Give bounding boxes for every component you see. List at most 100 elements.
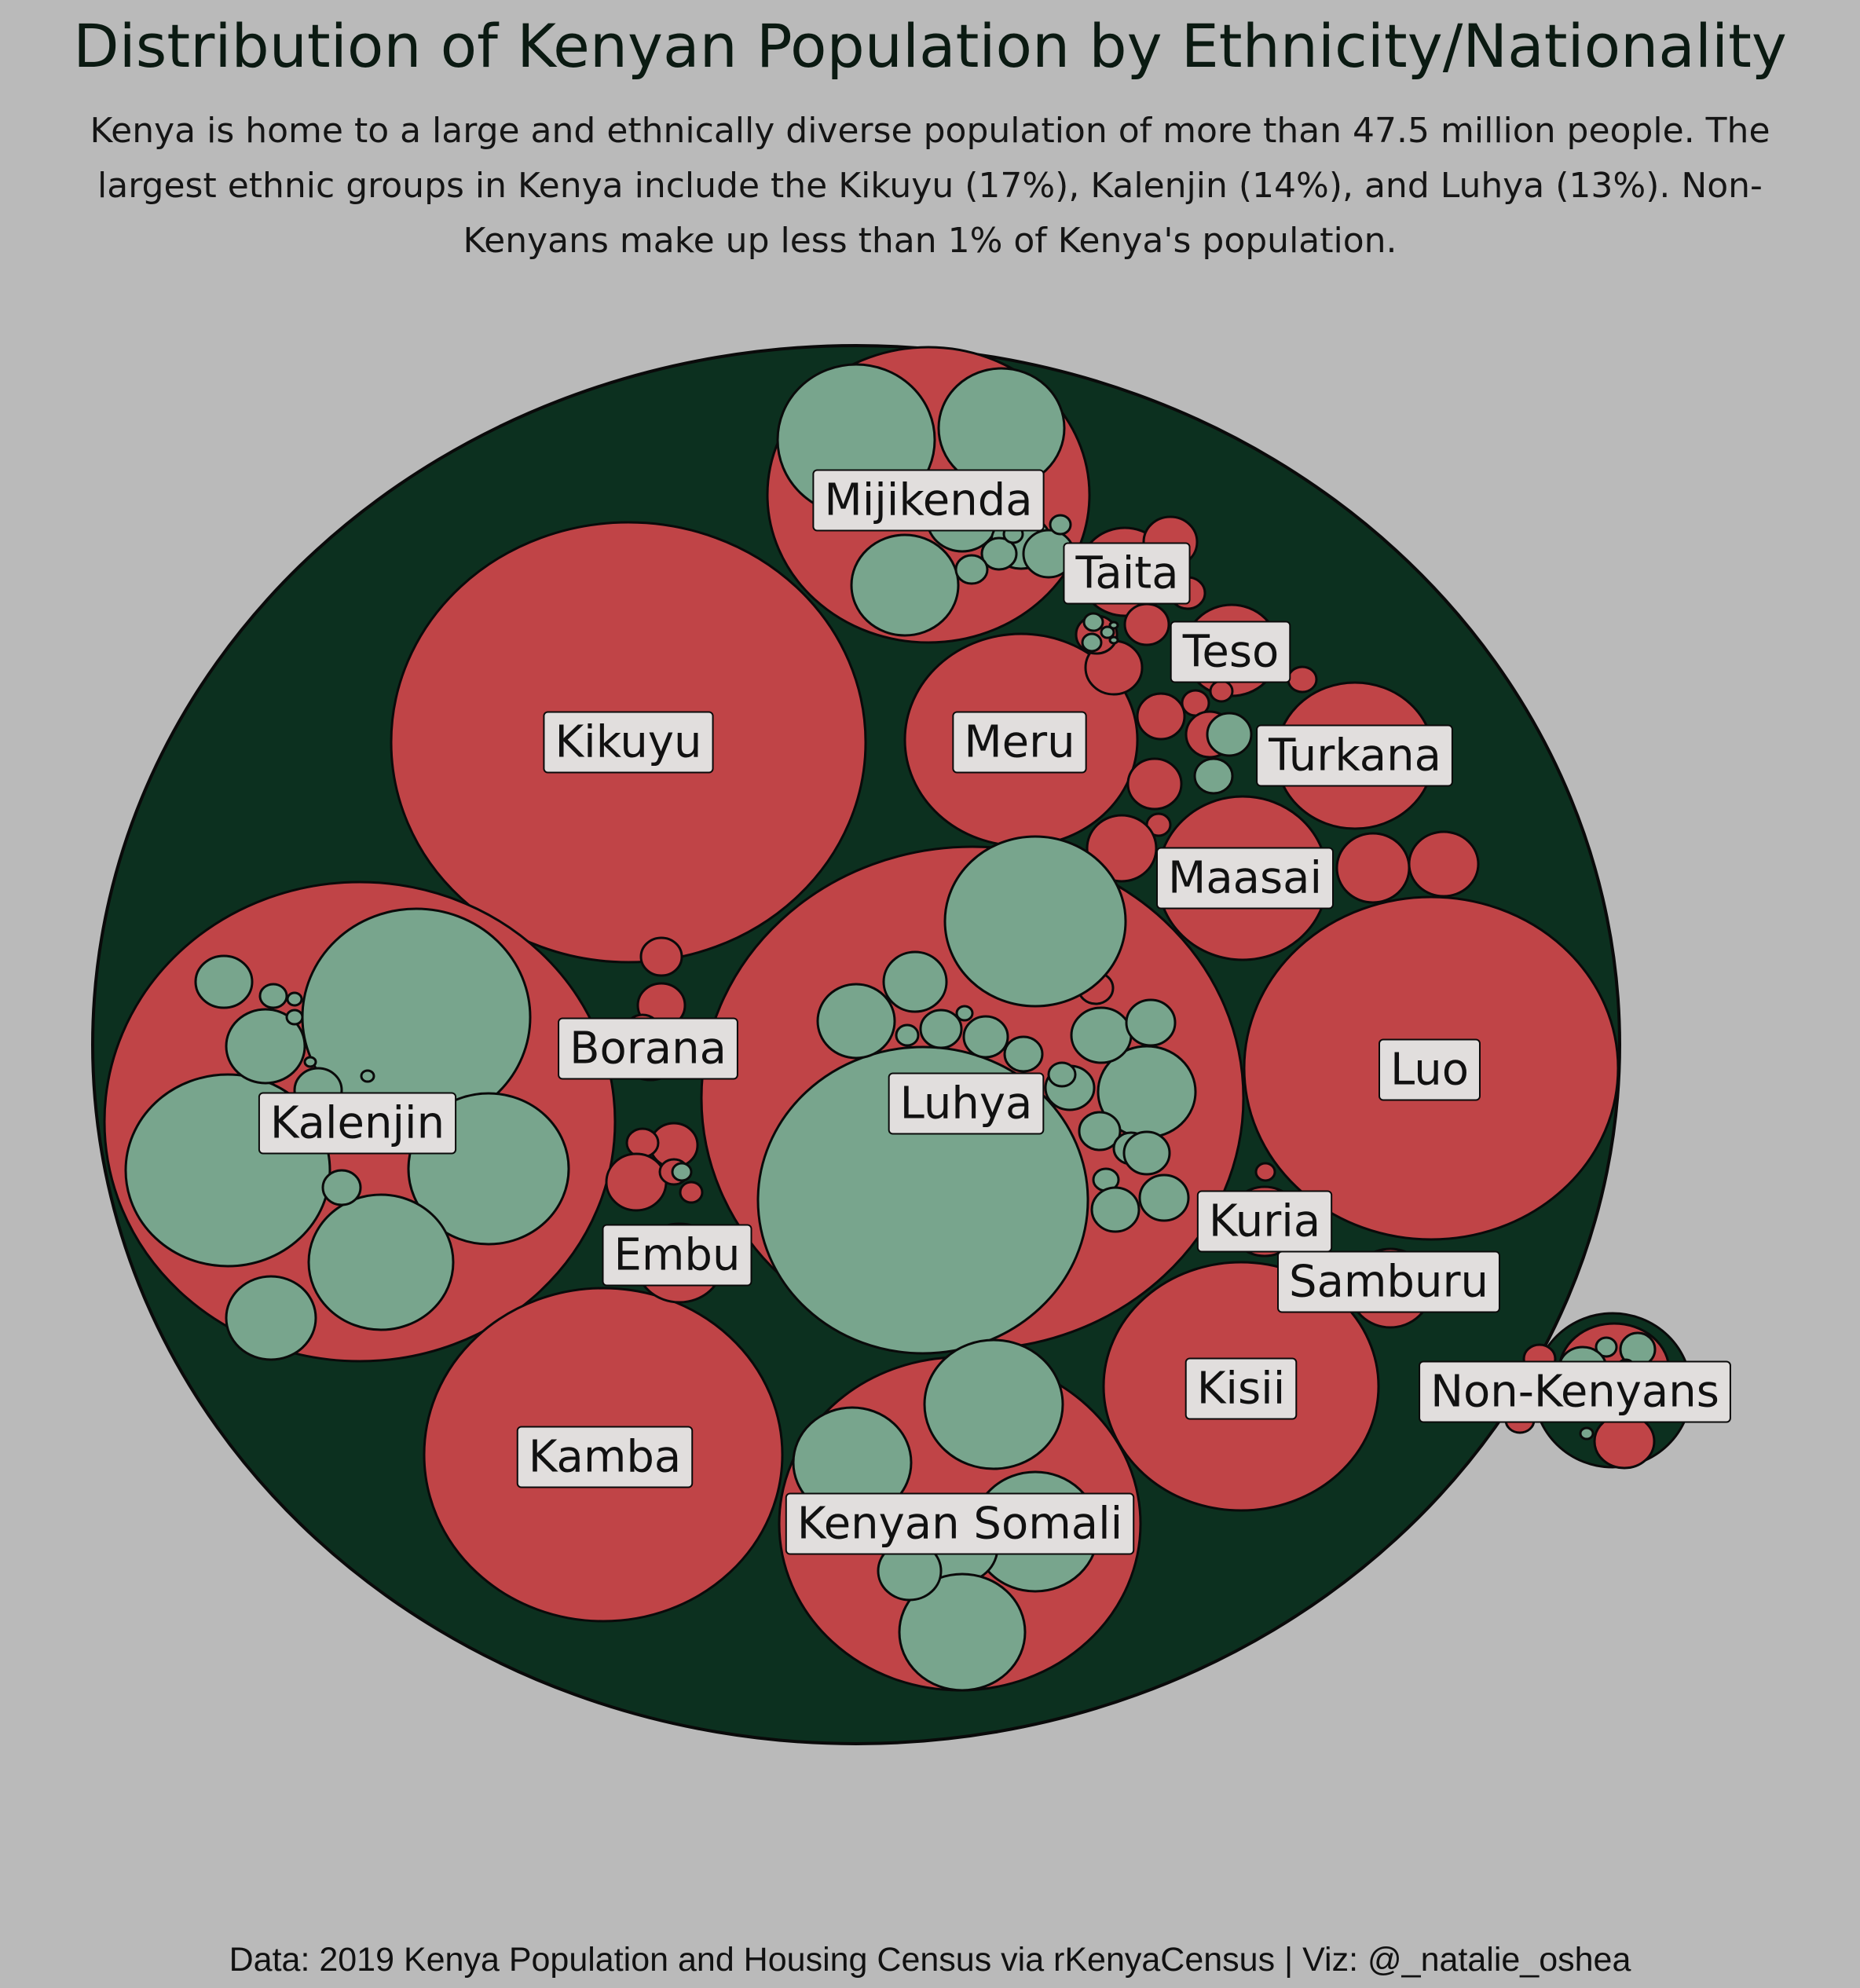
label-box — [258, 1092, 457, 1155]
label-text: Kenyan Somali — [797, 1499, 1122, 1550]
subgroup-circle — [1047, 1061, 1077, 1088]
subgroup-circle — [1003, 1035, 1044, 1073]
label-text: Kikuyu — [555, 717, 701, 768]
label-mijikenda: Mijikenda — [812, 469, 1045, 532]
subgroup-circle — [895, 1023, 920, 1047]
label-box — [812, 469, 1045, 532]
subgroup-circle — [980, 536, 1018, 571]
label-luo: Luo — [1379, 1038, 1481, 1101]
minor-group-circle — [679, 1181, 704, 1204]
label-text: Non-Kenyans — [1430, 1367, 1719, 1418]
minor-group-circle — [639, 936, 683, 977]
label-text: Samburu — [1289, 1257, 1488, 1308]
subgroup-circle — [898, 1572, 1027, 1692]
minor-group-circle — [625, 1127, 660, 1159]
subgroup-circle — [955, 1005, 974, 1022]
subgroup-circle — [360, 1069, 375, 1083]
label-box — [1256, 724, 1453, 787]
minor-group-circle — [1254, 1162, 1276, 1182]
subgroup-circle — [850, 533, 960, 637]
subgroup-circle — [1090, 1186, 1141, 1233]
subgroup-circle — [1206, 712, 1253, 757]
label-box — [1063, 542, 1191, 605]
subgroup-circle — [1070, 1006, 1133, 1064]
label-kuria: Kuria — [1196, 1190, 1333, 1253]
subgroup-circle — [194, 954, 254, 1009]
label-kalenjin: Kalenjin — [258, 1092, 457, 1155]
label-text: Luo — [1390, 1045, 1469, 1096]
label-kenyan-somali: Kenyan Somali — [785, 1492, 1135, 1555]
subgroup-circle — [1081, 632, 1103, 653]
subgroup-circle — [1595, 1336, 1618, 1358]
label-kamba: Kamba — [516, 1426, 694, 1488]
subgroup-circle — [1100, 625, 1115, 639]
label-box — [543, 711, 714, 774]
label-kisii: Kisii — [1184, 1357, 1298, 1420]
subgroup-circle — [225, 1008, 306, 1085]
subgroup-circle — [1049, 514, 1072, 536]
minor-group-circle — [1335, 832, 1411, 904]
label-luhya: Luhya — [888, 1072, 1045, 1135]
label-box — [1170, 621, 1291, 683]
label-box — [952, 711, 1087, 774]
label-text: Borana — [569, 1023, 727, 1075]
label-taita: Taita — [1063, 542, 1191, 605]
label-text: Luhya — [900, 1078, 1033, 1129]
chart-caption: Data: 2019 Kenya Population and Housing … — [229, 1941, 1631, 1979]
label-text: Kisii — [1197, 1364, 1286, 1415]
subgroup-circle — [1108, 635, 1119, 645]
minor-group-circle — [1086, 814, 1158, 883]
chart-subtitle: Kenya is home to a large and ethnically … — [90, 111, 1770, 261]
subgroup-circle — [816, 983, 896, 1060]
label-box — [1379, 1038, 1481, 1101]
minor-group-circle — [1408, 830, 1480, 898]
label-box — [1277, 1250, 1500, 1313]
label-text: Teso — [1182, 627, 1280, 678]
label-borana: Borana — [558, 1017, 738, 1080]
label-text: Embu — [614, 1230, 741, 1281]
subgroup-circle — [1138, 1173, 1190, 1222]
subgroup-circle — [285, 1009, 304, 1026]
label-samburu: Samburu — [1277, 1250, 1500, 1313]
subgroup-circle — [943, 835, 1127, 1008]
minor-group-circle — [1123, 602, 1170, 646]
subgroup-circle — [962, 1015, 1009, 1059]
subgroup-circle — [1122, 1130, 1171, 1176]
subgroup-circle — [303, 1056, 317, 1068]
subgroup-circle — [1193, 757, 1234, 795]
subgroup-circle — [225, 1275, 317, 1361]
subgroup-circle — [882, 950, 948, 1013]
label-text: Taita — [1075, 548, 1178, 599]
subgroup-circle — [258, 983, 288, 1009]
label-box — [785, 1492, 1135, 1555]
label-box — [558, 1017, 738, 1080]
subgroup-circle — [1108, 621, 1119, 630]
subgroup-circle — [919, 1009, 963, 1049]
label-teso: Teso — [1170, 621, 1291, 683]
label-non-kenyans: Non-Kenyans — [1419, 1360, 1731, 1423]
minor-group-circle — [1209, 679, 1234, 703]
subgroup-circle — [671, 1162, 693, 1182]
label-box — [516, 1426, 694, 1488]
label-text: Kuria — [1209, 1196, 1320, 1247]
subgroup-circle — [1579, 1426, 1595, 1441]
label-meru: Meru — [952, 711, 1087, 774]
label-text: Meru — [964, 717, 1075, 768]
minor-group-circle — [1126, 757, 1183, 811]
subgroup-circle — [1082, 612, 1104, 632]
minor-group-circle — [1287, 665, 1318, 694]
label-text: Kamba — [529, 1432, 681, 1483]
subgroup-circle — [1125, 998, 1177, 1047]
label-box — [1184, 1357, 1298, 1420]
subgroup-circle — [307, 1193, 455, 1331]
subgroup-circle — [954, 554, 989, 585]
label-text: Maasai — [1168, 853, 1322, 904]
label-turkana: Turkana — [1256, 724, 1453, 787]
label-box — [602, 1224, 752, 1287]
label-kikuyu: Kikuyu — [543, 711, 714, 774]
minor-group-circle — [605, 1152, 668, 1212]
label-box — [1196, 1190, 1333, 1253]
label-text: Mijikenda — [824, 475, 1032, 526]
subgroup-circle — [923, 1338, 1064, 1470]
